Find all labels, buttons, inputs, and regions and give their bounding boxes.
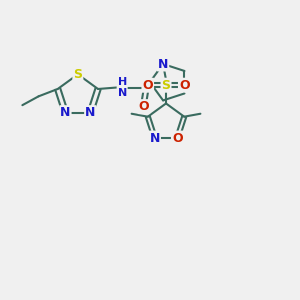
Text: N: N bbox=[85, 106, 95, 119]
Text: S: S bbox=[74, 68, 82, 81]
Text: O: O bbox=[172, 132, 183, 145]
Text: N: N bbox=[150, 132, 160, 145]
Text: N: N bbox=[60, 106, 70, 119]
Text: O: O bbox=[139, 100, 149, 113]
Text: O: O bbox=[179, 79, 190, 92]
Text: H
N: H N bbox=[118, 77, 127, 98]
Text: S: S bbox=[161, 79, 170, 92]
Text: O: O bbox=[142, 79, 153, 92]
Text: N: N bbox=[158, 58, 168, 70]
